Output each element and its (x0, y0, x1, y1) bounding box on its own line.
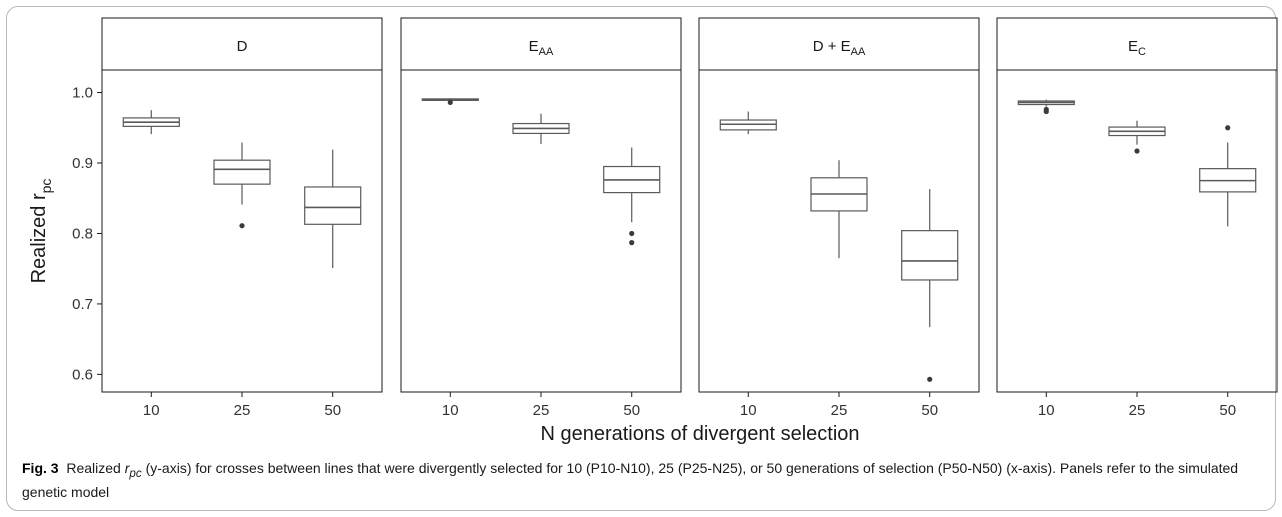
facet-label-main: D + E (813, 38, 851, 55)
box-E_AA-10 (421, 98, 479, 106)
box-E_C-50 (1199, 125, 1257, 227)
box-D-50 (304, 149, 362, 268)
y-tick-label: 0.8 (72, 225, 93, 242)
outlier-point (629, 240, 635, 246)
x-tick-label: 25 (1129, 402, 1146, 419)
outlier-point (1225, 125, 1231, 131)
plot-frame (996, 69, 1278, 393)
outlier-point (239, 223, 245, 229)
facet-label-sub: C (1138, 46, 1146, 58)
facet-label: EAA (529, 38, 554, 58)
facet-panel: D 10 25 50 (101, 17, 383, 419)
y-axis-title-main: Realized r (28, 193, 50, 283)
box-E_AA-25 (512, 113, 570, 144)
outlier-point (1134, 148, 1140, 154)
box-D+E_AA-50 (901, 189, 959, 382)
y-tick-label: 0.6 (72, 366, 93, 383)
x-tick-label: 50 (324, 402, 341, 419)
figure-label: Fig. 3 (22, 460, 59, 476)
facet-label: EC (1128, 38, 1146, 58)
x-tick-label: 25 (831, 402, 848, 419)
facet-label-main: D (237, 38, 248, 55)
facet-panel: EC 10 25 50 (996, 17, 1278, 419)
x-tick-label: 25 (533, 402, 550, 419)
y-tick-label: 0.7 (72, 296, 93, 313)
caption-variable: r (124, 460, 130, 476)
facet-strip (101, 17, 383, 71)
facet-label-sub: AA (539, 46, 554, 58)
facet-label-sub: AA (851, 46, 866, 58)
facet-strip (400, 17, 682, 71)
box-D+E_AA-25 (810, 160, 868, 259)
facet-panel: D + EAA 10 25 50 (698, 17, 980, 419)
facet-strip (698, 17, 980, 71)
facet-label-main: E (529, 38, 539, 55)
x-tick-label: 50 (1219, 402, 1236, 419)
caption-text-after: (y-axis) for crosses between lines that … (22, 460, 1239, 500)
x-tick-label: 25 (234, 402, 251, 419)
box-D-25 (213, 142, 271, 229)
outlier-point (927, 376, 933, 382)
box-iqr (213, 159, 271, 185)
caption-text-before: Realized (66, 460, 125, 476)
x-axis-title: N generations of divergent selection (540, 423, 859, 445)
outlier-point (1043, 108, 1049, 115)
caption-variable-sub: pc (129, 466, 142, 480)
facet-label-main: E (1128, 38, 1138, 55)
y-axis-title: Realized rpc 0.6 0.7 0.8 0.9 1.0 (28, 85, 102, 383)
y-axis-title-text: Realized rpc (28, 179, 54, 284)
box-D+E_AA-10 (719, 111, 777, 135)
box-iqr (304, 186, 362, 225)
y-axis-title-sub: pc (38, 179, 54, 194)
facet-label: D + EAA (813, 38, 866, 58)
box-E_C-25 (1108, 120, 1166, 154)
facet-strip (996, 17, 1278, 71)
figure-frame (6, 6, 1276, 511)
outlier-point (447, 99, 453, 106)
x-tick-label: 10 (1038, 402, 1055, 419)
y-tick-label: 0.9 (72, 155, 93, 172)
box-iqr (901, 230, 959, 281)
box-D-10 (122, 110, 180, 135)
x-tick-label: 10 (442, 402, 459, 419)
x-tick-label: 50 (623, 402, 640, 419)
figure-caption: Fig. 3 Realized rpc (y-axis) for crosses… (22, 459, 1252, 502)
y-tick-label: 1.0 (72, 85, 93, 102)
x-tick-label: 50 (921, 402, 938, 419)
box-E_AA-50 (603, 147, 661, 246)
facet-panel: EAA 10 25 50 (400, 17, 682, 419)
facet-label: D (237, 38, 248, 55)
x-tick-label: 10 (740, 402, 757, 419)
x-tick-label: 10 (143, 402, 160, 419)
outlier-point (629, 230, 635, 237)
box-E_C-10 (1017, 99, 1075, 115)
